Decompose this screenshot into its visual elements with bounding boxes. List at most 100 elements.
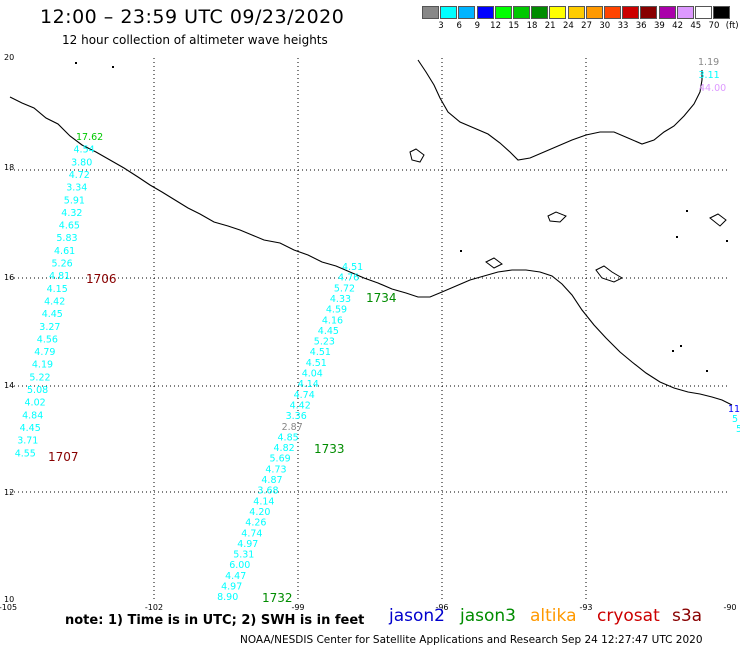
wave-height-value: 5.23: [314, 337, 335, 348]
footer-credit: NOAA/NESDIS Center for Satellite Applica…: [240, 634, 703, 646]
wave-height-value: 3.11: [699, 70, 720, 81]
scale-swatch: [713, 6, 731, 19]
lat-label: 18: [4, 163, 14, 172]
lat-label: 20: [4, 53, 14, 62]
wave-height-value: 4.85: [278, 432, 299, 443]
wave-height-value: 4.55: [15, 448, 36, 459]
wave-height-value: 4.61: [54, 246, 75, 257]
wave-height-value: 5.22: [29, 372, 50, 383]
small-island: [680, 345, 682, 347]
satellite-jason3: jason3: [460, 606, 516, 626]
lon-label: -96: [435, 603, 448, 612]
scale-swatch: [585, 6, 603, 19]
wave-height-value: 4.32: [61, 208, 82, 219]
pass-time-label: 1707: [48, 450, 79, 464]
wave-height-value: 11: [728, 404, 740, 415]
wave-height-value: 4.42: [44, 297, 65, 308]
wave-height-value: 4.72: [69, 170, 90, 181]
gulf-coastline: [417, 59, 703, 161]
wave-height-value: 4.20: [249, 507, 270, 518]
wave-height-value: 4.45: [42, 309, 63, 320]
wave-height-value: 4.79: [34, 347, 55, 358]
scale-label: 18: [526, 21, 538, 31]
wave-height-value: 5.69: [270, 454, 291, 465]
wave-height-value: 4.74: [241, 528, 262, 539]
wave-height-value: 4.33: [330, 294, 351, 305]
lat-label: 12: [4, 488, 14, 497]
scale-swatch: [640, 6, 658, 19]
wave-height-value: 4.51: [306, 358, 327, 369]
pass-time-label: 1734: [366, 291, 397, 305]
wave-height-value: 5: [732, 414, 738, 425]
scale-swatch: [622, 6, 640, 19]
scale-swatch: [549, 6, 567, 19]
wave-height-value: 4.74: [294, 390, 315, 401]
satellite-jason2: jason2: [389, 606, 445, 626]
wave-height-value: 44.00: [699, 83, 726, 94]
wave-height-value: 4.56: [37, 334, 58, 345]
wave-height-value: 3.34: [66, 183, 87, 194]
lat-label: 16: [4, 273, 14, 282]
wave-height-value: 3.80: [71, 157, 92, 168]
wave-height-value: 1.19: [698, 57, 719, 68]
lon-label: -105: [0, 603, 17, 612]
wave-height-value: 3.36: [286, 411, 307, 422]
page-title: 12:00 – 23:59 UTC 09/23/2020: [40, 6, 345, 28]
wave-height-value: 4.51: [310, 347, 331, 358]
wave-height-value: 4.97: [221, 582, 242, 593]
scale-label: 3: [438, 21, 444, 31]
scale-label: 12: [490, 21, 501, 31]
scale-swatch: [567, 6, 585, 19]
lat-label: 10: [4, 595, 14, 604]
wave-height-value: 4.04: [302, 369, 323, 380]
wave-height-value: 4.02: [25, 398, 46, 409]
small-island: [706, 370, 708, 372]
wave-height-value: 4.14: [298, 379, 319, 390]
wave-height-value: 4.45: [318, 326, 339, 337]
wave-height-value: 5.91: [64, 195, 85, 206]
lat-label: 14: [4, 381, 14, 390]
wave-height-value: 4.45: [20, 423, 41, 434]
scale-label: 42: [672, 21, 683, 31]
scale-swatch: [658, 6, 676, 19]
small-island: [672, 350, 674, 352]
scale-swatch: [676, 6, 694, 19]
wave-height-value: 4.82: [274, 443, 295, 454]
small-island: [726, 240, 728, 242]
small-island: [460, 250, 462, 252]
wave-height-value: 4.47: [225, 571, 246, 582]
pass-time-label: 1732: [262, 591, 293, 605]
lake: [547, 211, 567, 223]
wave-height-value: 5.72: [334, 283, 355, 294]
scale-label: 30: [599, 21, 611, 31]
wave-height-value: 4.14: [253, 496, 274, 507]
scale-label: 15: [508, 21, 520, 31]
wave-height-value: 3.68: [257, 486, 278, 497]
lake: [709, 213, 727, 227]
wave-height-value: 5.08: [27, 385, 48, 396]
lon-label: -102: [145, 603, 163, 612]
lake: [485, 257, 503, 269]
satellite-cryosat: cryosat: [597, 606, 660, 626]
altimeter-tracks: 17.62 4.543.80 4.72 3.345.91 4.32 4.655.83 4.6…: [15, 57, 740, 605]
scale-swatch: [440, 6, 458, 19]
scale-swatch: [458, 6, 476, 19]
scale-swatch: [604, 6, 621, 19]
small-island: [112, 66, 114, 68]
axis-labels: -105 -102 -99 -96 -93 -90 20 18 16 14 12 10: [0, 53, 737, 612]
wave-height-value: 4.26: [245, 518, 266, 529]
wave-height-value: 3.71: [17, 436, 38, 447]
satellite-s3a: s3a: [672, 606, 703, 626]
wave-height-value: 8.90: [217, 592, 238, 603]
scale-label: (ft): [725, 21, 739, 31]
lake: [595, 265, 624, 283]
wave-height-value: 4.54: [74, 145, 95, 156]
wave-height-value: 4.84: [22, 410, 43, 421]
scale-swatch: [531, 6, 549, 19]
scale-swatch: [494, 6, 512, 19]
wave-height-value: 3.27: [39, 322, 60, 333]
wave-height-value: 4.51: [342, 262, 363, 273]
wave-height-value: 4.73: [265, 464, 286, 475]
